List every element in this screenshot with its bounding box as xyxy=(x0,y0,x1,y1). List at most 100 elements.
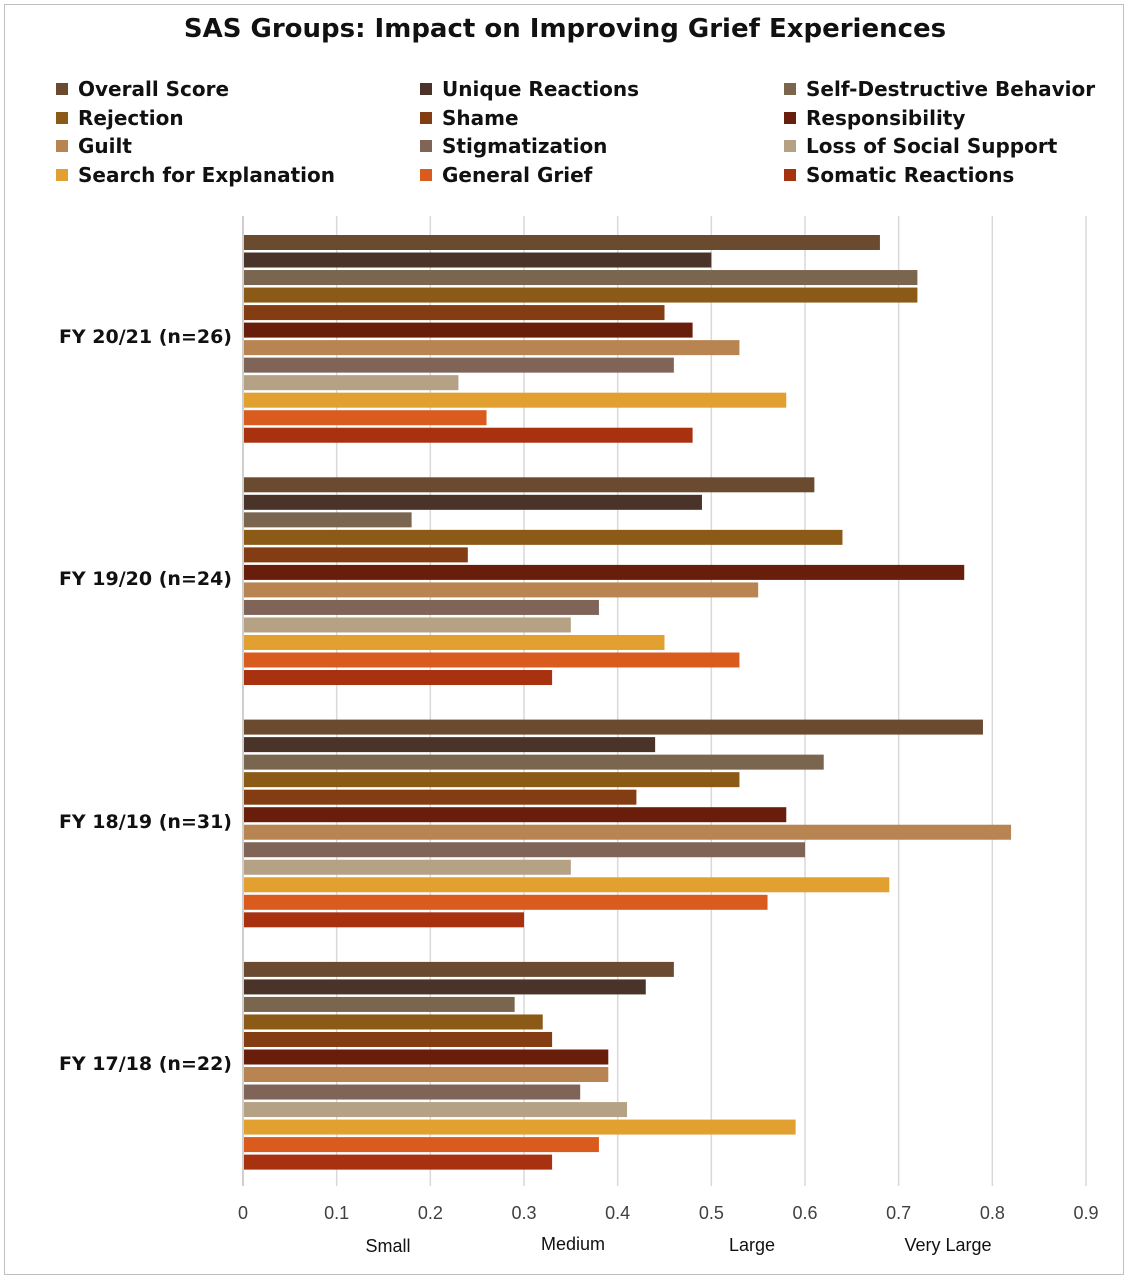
legend-item-responsibility: Responsibility xyxy=(784,104,965,132)
legend-item-general-grief: General Grief xyxy=(420,161,592,189)
bar-fy-19-20-n-24-guilt xyxy=(244,582,759,598)
category-label-fy-19-20-n-24: FY 19/20 (n=24) xyxy=(58,568,232,591)
legend-label-responsibility: Responsibility xyxy=(806,106,966,130)
x-tick-label-0-7: 0.7 xyxy=(886,1203,912,1223)
legend-label-general-grief: General Grief xyxy=(442,163,593,187)
bar-fy-18-19-n-31-unique-reactions xyxy=(244,737,656,753)
x-tick-label-0-5: 0.5 xyxy=(698,1203,724,1223)
x-tick-label-0-6: 0.6 xyxy=(792,1203,818,1223)
bar-fy-20-21-n-26-somatic-reactions xyxy=(244,427,693,443)
legend-item-overall-score: Overall Score xyxy=(56,75,229,103)
bar-fy-18-19-n-31-overall-score xyxy=(244,719,983,735)
bar-fy-18-19-n-31-rejection xyxy=(244,772,740,788)
bar-fy-19-20-n-24-self-destructive-behavior xyxy=(244,512,412,528)
legend-label-shame: Shame xyxy=(442,106,519,130)
legend-swatch-guilt xyxy=(56,140,68,152)
bar-fy-18-19-n-31-guilt xyxy=(244,824,1012,840)
bar-fy-20-21-n-26-guilt xyxy=(244,340,740,356)
effect-size-label-small: Small xyxy=(365,1236,411,1256)
bar-fy-19-20-n-24-loss-of-social-support xyxy=(244,617,571,633)
bar-fy-19-20-n-24-stigmatization xyxy=(244,599,599,615)
category-label-fy-20-21-n-26: FY 20/21 (n=26) xyxy=(58,326,232,349)
legend-item-shame: Shame xyxy=(420,104,519,132)
bar-fy-18-19-n-31-general-grief xyxy=(244,894,768,910)
effect-size-label-very-large: Very Large xyxy=(904,1235,992,1255)
legend-item-somatic-reactions: Somatic Reactions xyxy=(784,161,1014,189)
effect-size-label-large: Large xyxy=(728,1235,776,1255)
bar-fy-20-21-n-26-responsibility xyxy=(244,322,693,338)
bar-fy-20-21-n-26-self-destructive-behavior xyxy=(244,270,918,286)
legend-item-stigmatization: Stigmatization xyxy=(420,132,607,160)
legend-label-somatic-reactions: Somatic Reactions xyxy=(806,163,1015,187)
bar-fy-18-19-n-31-stigmatization xyxy=(244,842,805,858)
chart-title: SAS Groups: Impact on Improving Grief Ex… xyxy=(183,14,947,44)
legend-swatch-shame xyxy=(420,112,432,124)
bar-fy-17-18-n-22-search-for-explanation xyxy=(244,1119,796,1135)
bar-fy-18-19-n-31-responsibility xyxy=(244,807,787,823)
category-label-fy-18-19-n-31: FY 18/19 (n=31) xyxy=(58,810,232,833)
x-tick-label-0-2: 0.2 xyxy=(417,1203,443,1223)
bar-fy-20-21-n-26-search-for-explanation xyxy=(244,392,787,408)
bar-fy-19-20-n-24-shame xyxy=(244,547,468,563)
bar-fy-17-18-n-22-rejection xyxy=(244,1014,543,1030)
bar-fy-18-19-n-31-loss-of-social-support xyxy=(244,859,571,875)
bar-fy-18-19-n-31-shame xyxy=(244,789,637,805)
legend-swatch-responsibility xyxy=(784,112,796,124)
legend-swatch-unique-reactions xyxy=(420,83,432,95)
bar-fy-20-21-n-26-stigmatization xyxy=(244,357,674,373)
bar-fy-17-18-n-22-self-destructive-behavior xyxy=(244,996,515,1012)
legend-swatch-self-destructive-behavior xyxy=(784,83,796,95)
bar-fy-17-18-n-22-responsibility xyxy=(244,1049,609,1065)
bar-fy-18-19-n-31-somatic-reactions xyxy=(244,912,524,928)
bar-fy-20-21-n-26-general-grief xyxy=(244,410,487,426)
legend-swatch-search-for-explanation xyxy=(56,169,68,181)
bar-fy-20-21-n-26-overall-score xyxy=(244,235,880,250)
bar-fy-17-18-n-22-guilt xyxy=(244,1067,609,1083)
bar-fy-17-18-n-22-loss-of-social-support xyxy=(244,1102,628,1118)
bar-fy-17-18-n-22-unique-reactions xyxy=(244,979,646,995)
bar-fy-19-20-n-24-search-for-explanation xyxy=(244,634,665,650)
bar-fy-19-20-n-24-overall-score xyxy=(244,477,815,493)
legend-item-unique-reactions: Unique Reactions xyxy=(420,75,639,103)
legend-item-search-for-explanation: Search for Explanation xyxy=(56,161,335,189)
bar-fy-19-20-n-24-general-grief xyxy=(244,652,740,668)
bar-fy-19-20-n-24-rejection xyxy=(244,529,843,545)
x-tick-label-0-3: 0.3 xyxy=(511,1203,537,1223)
legend-item-loss-of-social-support: Loss of Social Support xyxy=(784,132,1057,160)
bar-fy-20-21-n-26-shame xyxy=(244,305,665,321)
category-label-fy-17-18-n-22: FY 17/18 (n=22) xyxy=(58,1053,232,1076)
bar-fy-17-18-n-22-general-grief xyxy=(244,1137,599,1153)
chart-frame xyxy=(4,4,1124,1275)
legend-label-overall-score: Overall Score xyxy=(78,77,230,101)
bar-fy-17-18-n-22-shame xyxy=(244,1031,553,1047)
legend-label-loss-of-social-support: Loss of Social Support xyxy=(806,134,1058,158)
legend-label-unique-reactions: Unique Reactions xyxy=(442,77,640,101)
legend-label-self-destructive-behavior: Self-Destructive Behavior xyxy=(806,77,1096,101)
legend-label-stigmatization: Stigmatization xyxy=(442,134,608,158)
bar-fy-20-21-n-26-unique-reactions xyxy=(244,252,712,268)
legend-label-guilt: Guilt xyxy=(78,134,132,158)
bar-fy-19-20-n-24-responsibility xyxy=(244,564,965,580)
legend-item-self-destructive-behavior: Self-Destructive Behavior xyxy=(784,75,1095,103)
legend-swatch-general-grief xyxy=(420,169,432,181)
legend-label-rejection: Rejection xyxy=(78,106,184,130)
legend-swatch-somatic-reactions xyxy=(784,169,796,181)
legend-label-search-for-explanation: Search for Explanation xyxy=(78,163,336,187)
bar-fy-17-18-n-22-stigmatization xyxy=(244,1084,581,1100)
legend-item-guilt: Guilt xyxy=(56,132,132,160)
bar-fy-19-20-n-24-unique-reactions xyxy=(244,494,702,510)
x-tick-label-0-1: 0.1 xyxy=(324,1203,350,1223)
bar-fy-17-18-n-22-overall-score xyxy=(244,961,674,977)
legend-swatch-overall-score xyxy=(56,83,68,95)
bar-fy-20-21-n-26-rejection xyxy=(244,287,918,303)
effect-size-label-medium: Medium xyxy=(540,1234,606,1254)
bar-fy-20-21-n-26-loss-of-social-support xyxy=(244,375,459,391)
bar-fy-18-19-n-31-search-for-explanation xyxy=(244,877,890,893)
x-tick-label-0-8: 0.8 xyxy=(979,1203,1005,1223)
legend-swatch-loss-of-social-support xyxy=(784,140,796,152)
x-tick-label-0-4: 0.4 xyxy=(605,1203,631,1223)
x-tick-label-0: 0 xyxy=(237,1203,248,1223)
legend-swatch-rejection xyxy=(56,112,68,124)
bar-fy-17-18-n-22-somatic-reactions xyxy=(244,1154,553,1170)
